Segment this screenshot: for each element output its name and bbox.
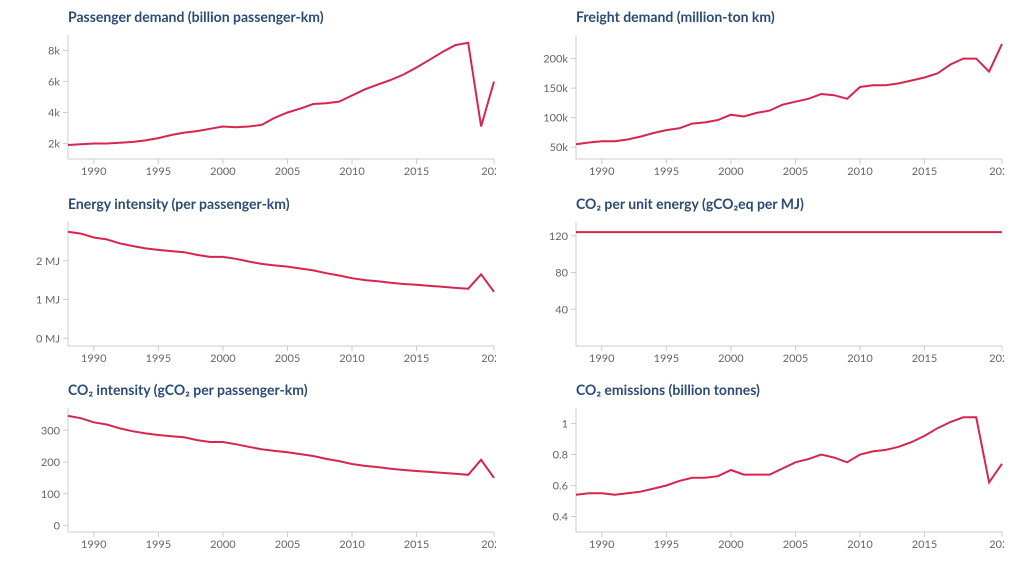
x-tick-label: 2021 (481, 352, 496, 364)
y-tick-label: 4k (48, 107, 60, 120)
x-tick-label: 1990 (589, 165, 615, 177)
x-tick-label: 2015 (404, 538, 430, 550)
y-tick-label: 100 (41, 488, 61, 501)
chart-svg: 0.4 0.6 0.8 1 1990 1995 2000 2005 2010 2015 2021 (524, 400, 1004, 550)
y-tick-label: 6k (48, 76, 60, 89)
x-tick-label: 2021 (989, 165, 1004, 177)
y-tick-label: 50k (550, 141, 569, 154)
series-line (68, 416, 494, 478)
x-tick-label: 1995 (146, 352, 172, 364)
y-tick-label: 0.8 (553, 449, 568, 462)
panel-title: CO₂ emissions (billion tonnes) (576, 381, 1008, 398)
panel-title: CO₂ intensity (gCO₂ per passenger-km) (68, 381, 500, 398)
axes: 40 80 120 1990 1995 2000 2005 2010 2015 2021 (549, 222, 1004, 364)
y-tick-label: 0 (54, 520, 61, 533)
x-tick-label: 1995 (654, 352, 680, 364)
y-tick-label: 2 MJ (36, 254, 60, 267)
x-tick-label: 2010 (847, 352, 873, 364)
x-tick-label: 2005 (275, 352, 301, 364)
x-tick-label: 2005 (275, 538, 301, 550)
y-tick-label: 2k (48, 138, 60, 151)
series-line (576, 44, 1002, 144)
y-tick-label: 0.6 (553, 480, 568, 493)
chart-grid: Passenger demand (billion passenger-km) … (0, 0, 1024, 576)
axes: 0 MJ 1 MJ 2 MJ 1990 1995 2000 2005 2010 2015 2021 (36, 222, 496, 364)
chart-svg: 40 80 120 1990 1995 2000 2005 2010 2015 2021 (524, 214, 1004, 364)
y-tick-label: 0.4 (553, 511, 569, 524)
axes: 2k 4k 6k 8k 1990 1995 2000 2005 2010 2015 2021 (48, 35, 496, 177)
x-tick-label: 2000 (718, 352, 744, 364)
panel-freight-demand: Freight demand (million-ton km) 50k 100k 1… (524, 8, 1008, 187)
x-tick-label: 1995 (654, 538, 680, 550)
x-tick-label: 1990 (81, 538, 107, 550)
x-tick-label: 1990 (589, 538, 615, 550)
panel-title: Freight demand (million-ton km) (576, 8, 1008, 25)
x-tick-label: 2010 (339, 352, 365, 364)
chart-svg: 0 100 200 300 1990 1995 2000 2005 2010 2015 2021 (16, 400, 496, 550)
y-tick-label: 200k (543, 53, 568, 66)
x-tick-label: 1995 (146, 165, 172, 177)
y-tick-label: 1 (562, 418, 568, 431)
x-tick-label: 2005 (783, 165, 809, 177)
panel-title: CO₂ per unit energy (gCO₂eq per MJ) (576, 195, 1008, 212)
y-tick-label: 80 (555, 266, 568, 279)
y-tick-label: 200 (41, 456, 61, 469)
x-tick-label: 2015 (912, 538, 938, 550)
y-tick-label: 120 (549, 229, 569, 242)
x-tick-label: 2010 (847, 538, 873, 550)
chart-svg: 50k 100k 150k 200k 1990 1995 2000 2005 2010 2015 2… (524, 27, 1004, 177)
x-tick-label: 1990 (81, 352, 107, 364)
x-tick-label: 1995 (654, 165, 680, 177)
x-tick-label: 1990 (589, 352, 615, 364)
x-tick-label: 2005 (275, 165, 301, 177)
x-tick-label: 1990 (81, 165, 107, 177)
y-tick-label: 8k (48, 45, 60, 58)
x-tick-label: 2000 (210, 352, 236, 364)
panel-passenger-demand: Passenger demand (billion passenger-km) … (16, 8, 500, 187)
x-tick-label: 2000 (210, 165, 236, 177)
panel-title: Energy intensity (per passenger-km) (68, 195, 500, 212)
x-tick-label: 2005 (783, 352, 809, 364)
y-tick-label: 150k (543, 82, 568, 95)
x-tick-label: 2021 (989, 352, 1004, 364)
x-tick-label: 2000 (718, 165, 744, 177)
x-tick-label: 2005 (783, 538, 809, 550)
panel-co2-emissions: CO₂ emissions (billion tonnes) 0.4 0.6 0.8… (524, 381, 1008, 560)
x-tick-label: 2021 (989, 538, 1004, 550)
x-tick-label: 2021 (481, 538, 496, 550)
panel-title: Passenger demand (billion passenger-km) (68, 8, 500, 25)
x-tick-label: 2015 (404, 165, 430, 177)
y-tick-label: 0 MJ (36, 332, 60, 345)
x-tick-label: 2010 (339, 538, 365, 550)
x-tick-label: 2000 (718, 538, 744, 550)
x-tick-label: 2010 (847, 165, 873, 177)
y-tick-label: 40 (555, 303, 568, 316)
x-tick-label: 2015 (404, 352, 430, 364)
x-tick-label: 1995 (146, 538, 172, 550)
y-tick-label: 100k (543, 112, 568, 125)
x-tick-label: 2015 (912, 165, 938, 177)
chart-svg: 0 MJ 1 MJ 2 MJ 1990 1995 2000 2005 2010 2015 2021 (16, 214, 496, 364)
axes: 50k 100k 150k 200k 1990 1995 2000 2005 2010 2015 2… (543, 35, 1004, 177)
series-line (68, 43, 494, 145)
x-tick-label: 2015 (912, 352, 938, 364)
chart-svg: 2k 4k 6k 8k 1990 1995 2000 2005 2010 2015 2021 (16, 27, 496, 177)
x-tick-label: 2000 (210, 538, 236, 550)
y-tick-label: 1 MJ (36, 293, 60, 306)
series-line (68, 231, 494, 291)
axes: 0 100 200 300 1990 1995 2000 2005 2010 2015 2021 (41, 408, 496, 550)
panel-energy-intensity: Energy intensity (per passenger-km) 0 MJ… (16, 195, 500, 374)
panel-co2-per-mj: CO₂ per unit energy (gCO₂eq per MJ) 40 80… (524, 195, 1008, 374)
x-tick-label: 2010 (339, 165, 365, 177)
y-tick-label: 300 (41, 425, 61, 438)
panel-co2-intensity: CO₂ intensity (gCO₂ per passenger-km) 0 1… (16, 381, 500, 560)
series-line (576, 418, 1002, 496)
x-tick-label: 2021 (481, 165, 496, 177)
